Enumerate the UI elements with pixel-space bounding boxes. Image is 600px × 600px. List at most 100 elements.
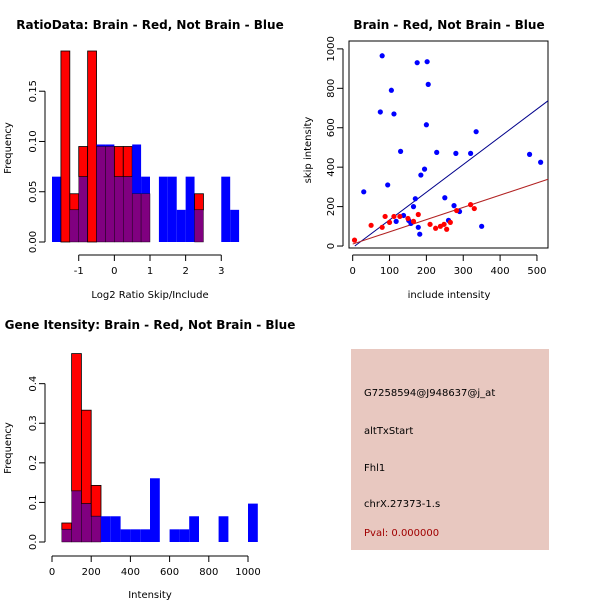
gene-intensity-bar-brain-0 <box>61 522 72 530</box>
ratio-histogram-bar-overlap-16 <box>194 209 204 243</box>
scatter-point-brain-5 <box>391 213 397 220</box>
gene-intensity-x-tick-label: 800 <box>199 567 218 578</box>
ratio-histogram-bar-not-brain-5 <box>96 144 106 147</box>
scatter-point-not-brain-21 <box>434 149 440 155</box>
info-panel-background <box>351 349 549 550</box>
scatter-point-not-brain-25 <box>453 150 459 156</box>
scatter-point-brain-6 <box>397 213 403 220</box>
gene-intensity-bar-not-brain-7 <box>130 529 141 542</box>
gene-intensity-y-tick-label: 0.0 <box>28 534 39 550</box>
scatter-point-not-brain-3 <box>385 182 391 188</box>
scatter-point-brain-17 <box>468 202 474 208</box>
scatter-point-not-brain-13 <box>414 60 420 66</box>
scatter-y-tick-label: 400 <box>326 158 337 177</box>
scatter-y-tick-label: 800 <box>326 79 337 98</box>
ratio-histogram-y-tick-label: 0.00 <box>28 231 39 253</box>
scatter-point-not-brain-12 <box>412 196 418 202</box>
gene-intensity-title: Gene Itensity: Brain - Red, Not Brain - … <box>5 318 296 332</box>
ratio-histogram-bar-overlap-7 <box>114 176 124 243</box>
scatter-title: Brain - Red, Not Brain - Blue <box>353 18 544 32</box>
ratio-histogram-bar-brain-2 <box>69 193 80 211</box>
scatter-plot-box <box>348 40 549 249</box>
ratio-histogram-title: RatioData: Brain - Red, Not Brain - Blue <box>16 18 283 32</box>
gene-intensity-bar-brain-3 <box>90 484 102 517</box>
scatter-x-tick-label: 200 <box>417 266 436 277</box>
info-panel: G7258594@J948637@j_at altTxStart Fhl1 ch… <box>351 349 549 550</box>
scatter-point-not-brain-19 <box>424 59 430 65</box>
ratio-histogram-y-tick-label: 0.10 <box>28 130 39 152</box>
gene-intensity-bar-not-brain-19 <box>248 503 258 542</box>
gene-intensity-axes: 0 200 400 600 800 1000 0.0 0.1 0.2 0.3 0.4 <box>28 376 261 578</box>
scatter-fit-line-brain <box>352 178 549 245</box>
scatter-fit-lines <box>352 100 549 247</box>
gene-intensity-bar-overlap-1 <box>71 490 82 543</box>
gene-intensity-bar-not-brain-8 <box>140 529 150 542</box>
scatter-points <box>351 53 544 243</box>
ratio-histogram-axes: -1 0 1 2 3 0.00 0.05 0.10 0.15 <box>28 80 224 277</box>
ratio-histogram-bar-not-brain-15 <box>185 176 195 242</box>
ratio-histogram-bar-overlap-3 <box>78 176 88 243</box>
gene-intensity-bar-not-brain-13 <box>189 516 199 542</box>
intensity-scatter-panel: Brain - Red, Not Brain - Blue include in… <box>303 18 549 301</box>
scatter-x-tick-label: 0 <box>349 266 355 277</box>
ratio-histogram-bar-not-brain-0 <box>52 176 61 242</box>
scatter-point-brain-2 <box>379 224 385 230</box>
scatter-point-not-brain-27 <box>468 150 474 156</box>
scatter-point-brain-7 <box>405 215 411 222</box>
scatter-y-tick-label: 200 <box>326 197 337 216</box>
gene-intensity-bar-not-brain-9 <box>150 478 160 542</box>
scatter-point-brain-1 <box>368 222 374 228</box>
gene-intensity-x-tick-label: 0 <box>49 567 55 578</box>
gene-symbol: Fhl1 <box>364 463 385 474</box>
gene-intensity-x-tick-label: 400 <box>121 567 140 578</box>
scatter-point-not-brain-30 <box>526 151 533 157</box>
ratio-histogram-bar-not-brain-9 <box>132 144 142 194</box>
ratio-histogram-bar-overlap-2 <box>69 209 79 243</box>
scatter-x-tick-label: 400 <box>491 266 510 277</box>
scatter-point-brain-8 <box>410 218 417 224</box>
scatter-point-brain-9 <box>415 211 421 218</box>
scatter-point-not-brain-29 <box>479 223 485 229</box>
gene-intensity-panel: Gene Itensity: Brain - Red, Not Brain - … <box>3 318 295 600</box>
ratio-histogram-bar-not-brain-20 <box>230 209 240 242</box>
gene-intensity-bar-not-brain-4 <box>101 516 111 542</box>
gene-intensity-y-tick-label: 0.3 <box>28 415 39 431</box>
scatter-point-not-brain-11 <box>410 204 417 210</box>
ratio-histogram-bar-overlap-10 <box>140 193 151 243</box>
scatter-y-tick-label: 600 <box>326 118 337 137</box>
scatter-point-brain-13 <box>441 221 447 227</box>
scatter-point-brain-15 <box>447 219 453 225</box>
scatter-point-not-brain-2 <box>379 53 385 59</box>
scatter-point-brain-0 <box>351 237 358 243</box>
scatter-point-not-brain-22 <box>442 195 448 201</box>
ratio-histogram-ylabel: Frequency <box>3 122 14 174</box>
scatter-x-tick-label: 300 <box>454 266 473 277</box>
scatter-point-not-brain-16 <box>418 172 424 178</box>
gene-intensity-bar-brain-1 <box>71 353 82 492</box>
ratio-histogram-panel: RatioData: Brain - Red, Not Brain - Blue… <box>3 18 284 301</box>
scatter-point-not-brain-20 <box>425 81 431 87</box>
scatter-point-not-brain-7 <box>397 148 404 154</box>
gene-intensity-y-tick-label: 0.2 <box>28 455 39 471</box>
ratio-histogram-xlabel: Log2 Ratio Skip/Include <box>91 290 208 301</box>
p-value: Pval: 0.000000 <box>364 528 439 539</box>
gene-intensity-y-tick-label: 0.1 <box>28 494 39 510</box>
scatter-y-tick-label: 1000 <box>326 36 337 61</box>
ratio-histogram-bar-overlap-9 <box>131 193 142 243</box>
ratio-histogram-bar-not-brain-10 <box>141 176 150 194</box>
gene-intensity-x-tick-label: 600 <box>160 567 179 578</box>
scatter-point-not-brain-31 <box>538 159 544 165</box>
scatter-point-not-brain-18 <box>423 122 429 128</box>
ratio-histogram-x-tick-label: -1 <box>74 266 84 277</box>
ratio-histogram-x-tick-label: 1 <box>147 266 153 277</box>
gene-intensity-bar-brain-2 <box>81 409 92 505</box>
scatter-point-not-brain-17 <box>421 166 428 172</box>
ratio-histogram-bar-brain-7 <box>113 146 124 178</box>
ratio-histogram-y-tick-label: 0.05 <box>28 181 39 203</box>
ratio-histogram-bar-not-brain-14 <box>176 209 186 242</box>
ratio-histogram-bar-brain-4 <box>87 50 97 243</box>
gene-intensity-ylabel: Frequency <box>3 422 14 474</box>
scatter-xlabel: include intensity <box>408 290 491 301</box>
scatter-point-brain-14 <box>444 226 450 232</box>
